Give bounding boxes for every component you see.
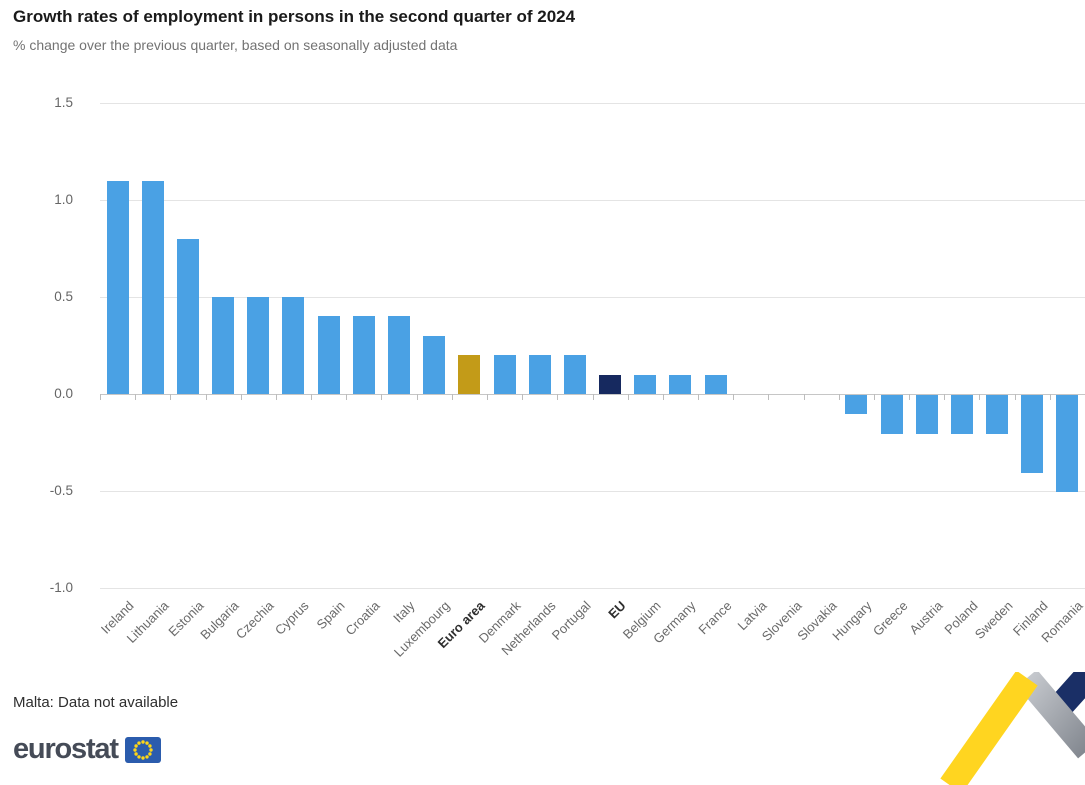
y-axis-tick-label: 0.0 bbox=[54, 386, 73, 401]
grid-line bbox=[100, 297, 1085, 298]
x-axis-label: Czechia bbox=[233, 598, 277, 642]
x-axis-label: Italy bbox=[390, 598, 418, 626]
x-axis-tick bbox=[311, 394, 313, 400]
x-axis-label: Greece bbox=[869, 598, 911, 639]
bar-finland bbox=[1021, 395, 1044, 473]
bar-austria bbox=[915, 395, 938, 434]
chart-title: Growth rates of employment in persons in… bbox=[13, 7, 576, 26]
bar-belgium bbox=[634, 374, 657, 394]
bar-romania bbox=[1056, 395, 1079, 492]
bar-sweden bbox=[986, 395, 1009, 434]
x-axis-tick bbox=[698, 394, 700, 400]
bar-poland bbox=[950, 395, 973, 434]
x-axis-tick bbox=[592, 394, 594, 400]
eurostat-logo: eurostat bbox=[13, 733, 161, 766]
bar-france bbox=[704, 374, 727, 394]
bar-lithuania bbox=[141, 180, 164, 394]
bar-euro-area bbox=[458, 355, 481, 394]
x-axis-tick bbox=[416, 394, 418, 400]
y-axis-tick-label: -0.5 bbox=[49, 483, 73, 498]
bar-netherlands bbox=[528, 355, 551, 394]
bar-denmark bbox=[493, 355, 516, 394]
x-axis-tick bbox=[873, 394, 875, 400]
chart-subtitle: % change over the previous quarter, base… bbox=[13, 37, 458, 53]
y-axis-tick-label: -1.0 bbox=[49, 580, 73, 595]
x-axis-tick bbox=[557, 394, 559, 400]
x-axis-label: Austria bbox=[906, 598, 946, 638]
x-axis-label: Sweden bbox=[971, 598, 1016, 642]
x-axis-label: Bulgaria bbox=[197, 598, 242, 643]
ribbon-yellow-segment bbox=[940, 672, 1038, 785]
x-axis-tick bbox=[275, 394, 277, 400]
x-axis-label: EU bbox=[605, 598, 629, 622]
bar-portugal bbox=[563, 355, 586, 394]
x-axis-tick bbox=[803, 394, 805, 400]
y-axis-tick-label: 0.5 bbox=[54, 289, 73, 304]
ribbon-gray-segment bbox=[1017, 672, 1085, 759]
bar-italy bbox=[388, 316, 411, 394]
x-axis-tick bbox=[346, 394, 348, 400]
eurostat-logo-text: eurostat bbox=[13, 733, 119, 765]
bar-greece bbox=[880, 395, 903, 434]
eu-flag-icon bbox=[124, 736, 161, 763]
malta-footnote: Malta: Data not available bbox=[13, 694, 179, 711]
x-axis-label: Croatia bbox=[342, 598, 383, 639]
x-axis-tick bbox=[1049, 394, 1051, 400]
y-axis-tick-label: 1.0 bbox=[54, 192, 73, 207]
x-axis-tick bbox=[205, 394, 207, 400]
bar-croatia bbox=[352, 316, 375, 394]
x-axis-label: Cyprus bbox=[272, 598, 313, 638]
x-axis-tick bbox=[486, 394, 488, 400]
x-axis-tick bbox=[627, 394, 629, 400]
x-axis-tick bbox=[170, 394, 172, 400]
x-axis-tick bbox=[733, 394, 735, 400]
bar-spain bbox=[317, 316, 340, 394]
bar-ireland bbox=[106, 180, 129, 394]
bar-cyprus bbox=[282, 297, 305, 394]
grid-line bbox=[100, 103, 1085, 104]
bar-chart-plot-area: 1.5 1.0 0.5 0.0 -0.5 -1.0 Ireland Lithuania Esto… bbox=[0, 95, 1085, 695]
bar-luxembourg bbox=[423, 335, 446, 394]
x-axis-tick bbox=[135, 394, 137, 400]
bar-czechia bbox=[247, 297, 270, 394]
x-axis-tick bbox=[768, 394, 770, 400]
y-axis-tick-label: 1.5 bbox=[54, 95, 73, 110]
bar-eu bbox=[599, 374, 622, 394]
bar-germany bbox=[669, 374, 692, 394]
x-axis-tick bbox=[909, 394, 911, 400]
bar-bulgaria bbox=[212, 297, 235, 394]
x-axis-tick bbox=[944, 394, 946, 400]
x-axis-tick bbox=[838, 394, 840, 400]
bar-estonia bbox=[176, 238, 199, 394]
grid-line bbox=[100, 588, 1085, 589]
grid-line bbox=[100, 200, 1085, 201]
bar-hungary bbox=[845, 395, 868, 415]
x-axis-tick bbox=[381, 394, 383, 400]
x-axis-tick bbox=[451, 394, 453, 400]
x-axis-tick bbox=[1014, 394, 1016, 400]
grid-line bbox=[100, 491, 1085, 492]
x-axis-label: France bbox=[695, 598, 735, 638]
x-axis-tick bbox=[240, 394, 242, 400]
x-axis-tick bbox=[522, 394, 524, 400]
decorative-ribbon-graphic bbox=[940, 672, 1085, 785]
x-axis-tick bbox=[979, 394, 981, 400]
x-axis-tick bbox=[662, 394, 664, 400]
x-axis-tick bbox=[100, 394, 101, 400]
